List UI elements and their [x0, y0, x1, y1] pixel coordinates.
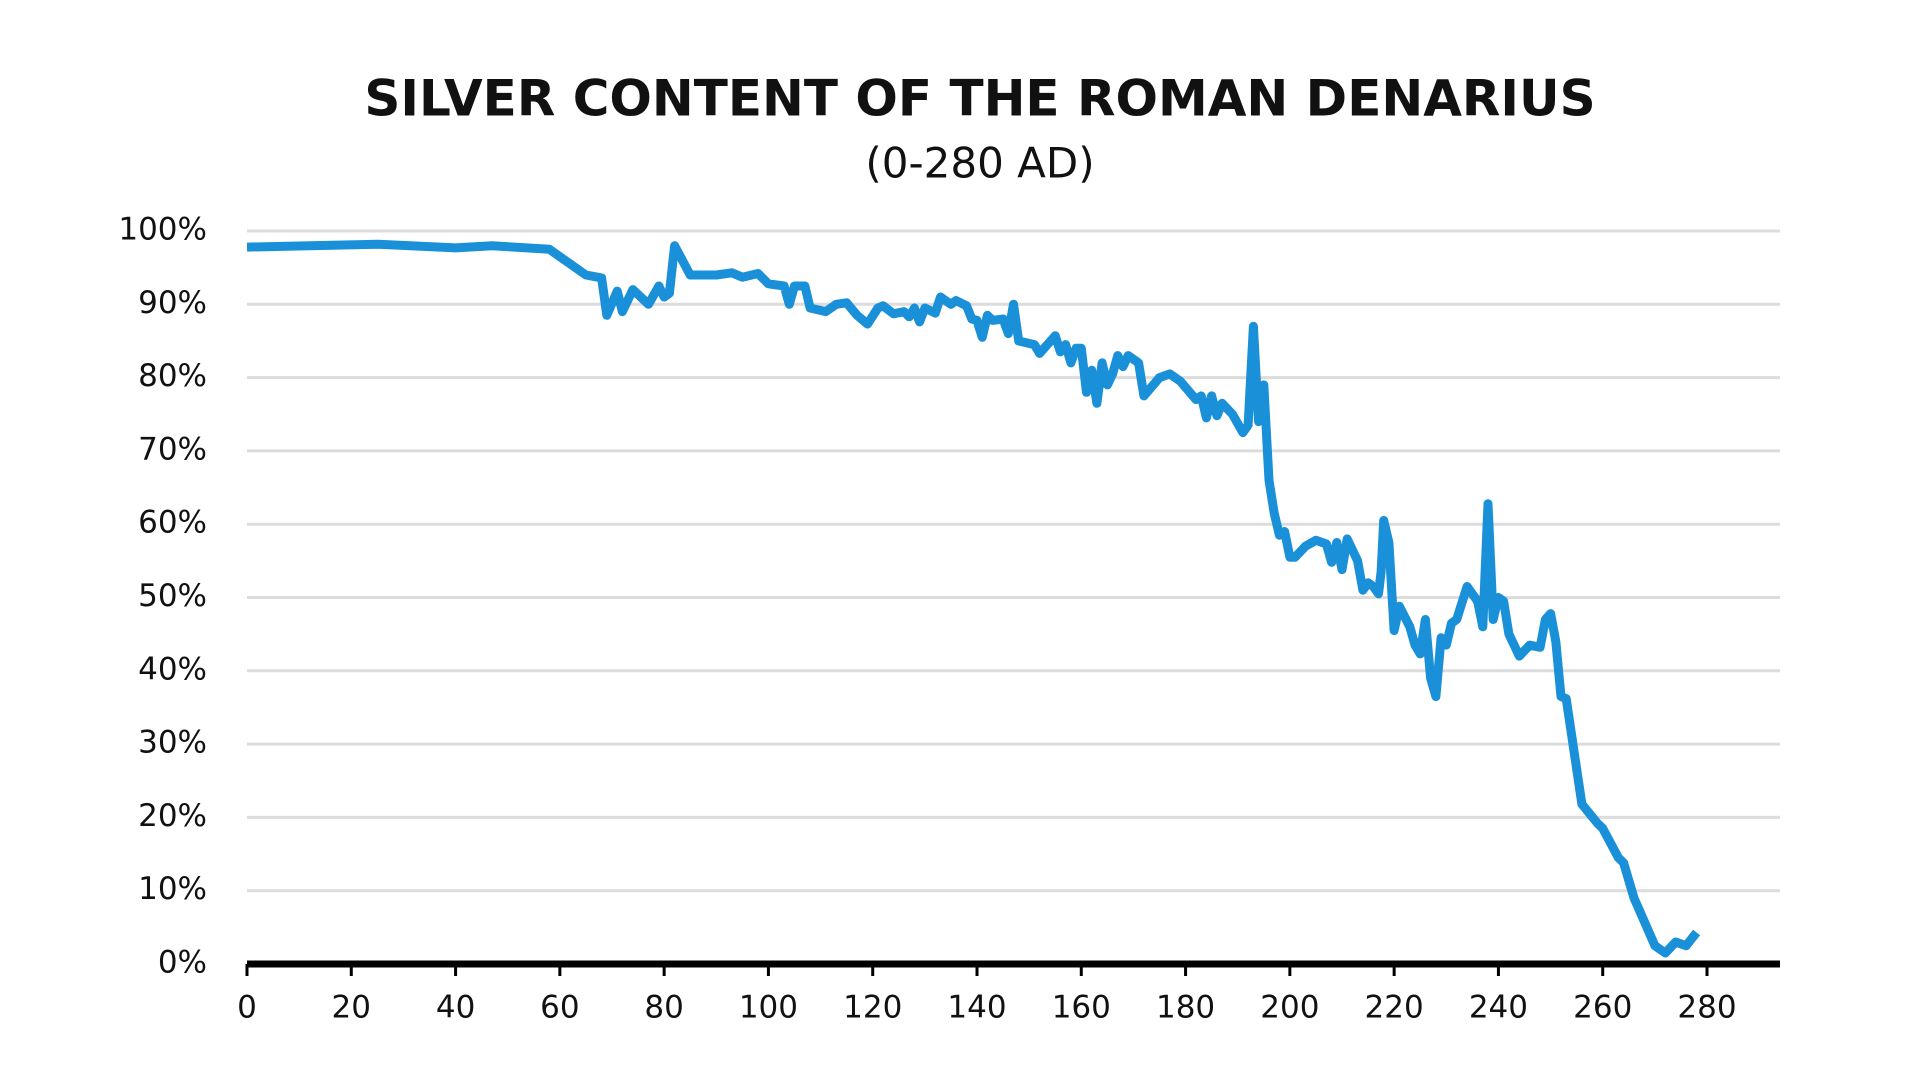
x-tick-label: 140	[947, 990, 1006, 1026]
y-tick-label: 40%	[138, 651, 207, 687]
x-tick-label: 100	[739, 990, 798, 1026]
x-tick-label: 260	[1573, 990, 1632, 1026]
data-line	[246, 239, 1701, 958]
y-tick-label: 70%	[138, 431, 207, 467]
y-tick-label: 50%	[138, 578, 207, 614]
chart-subtitle: (0-280 AD)	[865, 139, 1094, 188]
y-tick-label: 20%	[138, 798, 207, 834]
x-tick-label: 200	[1260, 990, 1319, 1026]
x-tick-label: 120	[843, 990, 902, 1026]
x-tick-label: 80	[644, 990, 683, 1026]
y-tick-label: 90%	[138, 285, 207, 321]
y-tick-label: 30%	[138, 725, 207, 761]
x-tick-label: 160	[1052, 990, 1111, 1026]
x-tick-label: 40	[436, 990, 475, 1026]
x-tick-label: 280	[1677, 990, 1736, 1026]
x-tick-label: 20	[332, 990, 371, 1026]
chart-title: SILVER CONTENT OF THE ROMAN DENARIUS	[364, 70, 1595, 128]
y-tick-label: 100%	[118, 212, 207, 248]
y-tick-label: 0%	[158, 945, 207, 981]
x-tick-label: 0	[237, 990, 257, 1026]
y-tick-label: 80%	[138, 358, 207, 394]
x-tick-label: 220	[1365, 990, 1424, 1026]
x-tick-label: 240	[1469, 990, 1528, 1026]
y-tick-label: 10%	[138, 871, 207, 907]
x-tick-label: 60	[540, 990, 579, 1026]
y-tick-label: 60%	[138, 505, 207, 541]
x-tick-label: 180	[1156, 990, 1215, 1026]
